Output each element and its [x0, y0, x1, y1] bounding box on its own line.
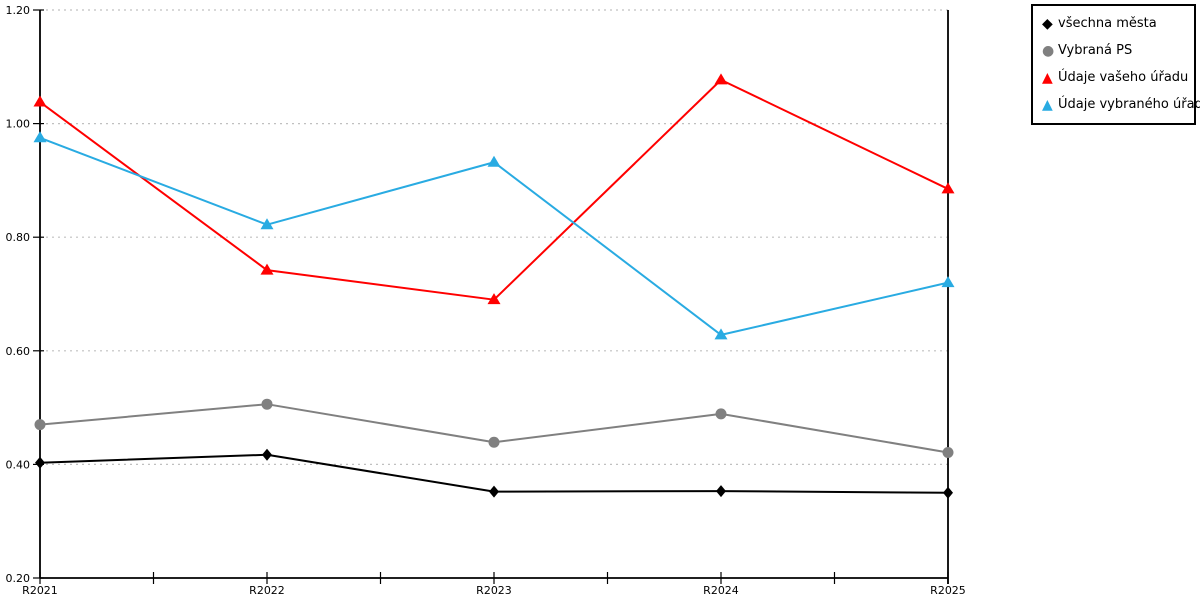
- y-tick-label: 1.00: [6, 118, 31, 131]
- triangle-marker-icon: [260, 263, 274, 275]
- circle-marker-icon: [261, 398, 273, 410]
- triangle-marker-icon: [33, 95, 47, 107]
- legend-label: Údaje vybraného úřadu: [1058, 97, 1200, 112]
- legend-label: Údaje vašeho úřadu: [1058, 70, 1189, 85]
- circle-marker-icon: ●: [1042, 42, 1055, 59]
- circle-marker-icon: [715, 408, 727, 420]
- triangle-marker-icon: [487, 293, 501, 305]
- legend-item-udaje-vybraneho-uradu: ▲ Údaje vybraného úřadu: [1042, 96, 1200, 113]
- diamond-marker-icon: [716, 485, 726, 498]
- series-line: [39, 136, 949, 336]
- diamond-marker-icon: ◆: [1042, 15, 1053, 32]
- triangle-marker-icon: [941, 182, 955, 194]
- circle-marker-icon: [488, 436, 500, 448]
- triangle-marker-icon: [714, 328, 728, 340]
- diamond-marker-icon: [489, 485, 499, 498]
- triangle-marker-icon: [941, 276, 955, 288]
- diamond-marker-icon: [943, 486, 953, 499]
- triangle-marker-icon: ▲: [1042, 96, 1053, 113]
- x-tick-label: R2025: [930, 584, 966, 597]
- triangle-marker-icon: [260, 218, 274, 230]
- x-tick-label: R2023: [476, 584, 512, 597]
- y-tick-label: 1.20: [6, 4, 31, 17]
- legend-label: Vybraná PS: [1058, 43, 1133, 58]
- y-tick-label: 0.60: [6, 345, 31, 358]
- triangle-marker-icon: ▲: [1042, 69, 1053, 86]
- y-tick-label: 0.40: [6, 458, 31, 471]
- legend-item-vsechna-mesta: ◆ všechna města: [1042, 15, 1188, 32]
- chart-legend: ◆ všechna města ● Vybraná PS ▲ Údaje vaš…: [1031, 4, 1200, 125]
- circle-marker-icon: [942, 446, 954, 458]
- diamond-marker-icon: [35, 456, 45, 469]
- legend-label: všechna města: [1058, 16, 1157, 31]
- legend-item-vybrana-ps: ● Vybraná PS: [1042, 42, 1188, 59]
- diamond-marker-icon: [262, 448, 272, 461]
- circle-marker-icon: [34, 419, 46, 431]
- x-tick-label: R2021: [22, 584, 58, 597]
- triangle-marker-icon: [487, 155, 501, 167]
- triangle-marker-icon: [33, 131, 47, 143]
- x-tick-label: R2022: [249, 584, 285, 597]
- x-tick-label: R2024: [703, 584, 739, 597]
- triangle-marker-icon: [714, 73, 728, 85]
- legend-item-udaje-vaseho-uradu: ▲ Údaje vašeho úřadu: [1042, 69, 1188, 86]
- y-tick-label: 0.80: [6, 231, 31, 244]
- y-tick-label: 0.20: [6, 572, 31, 585]
